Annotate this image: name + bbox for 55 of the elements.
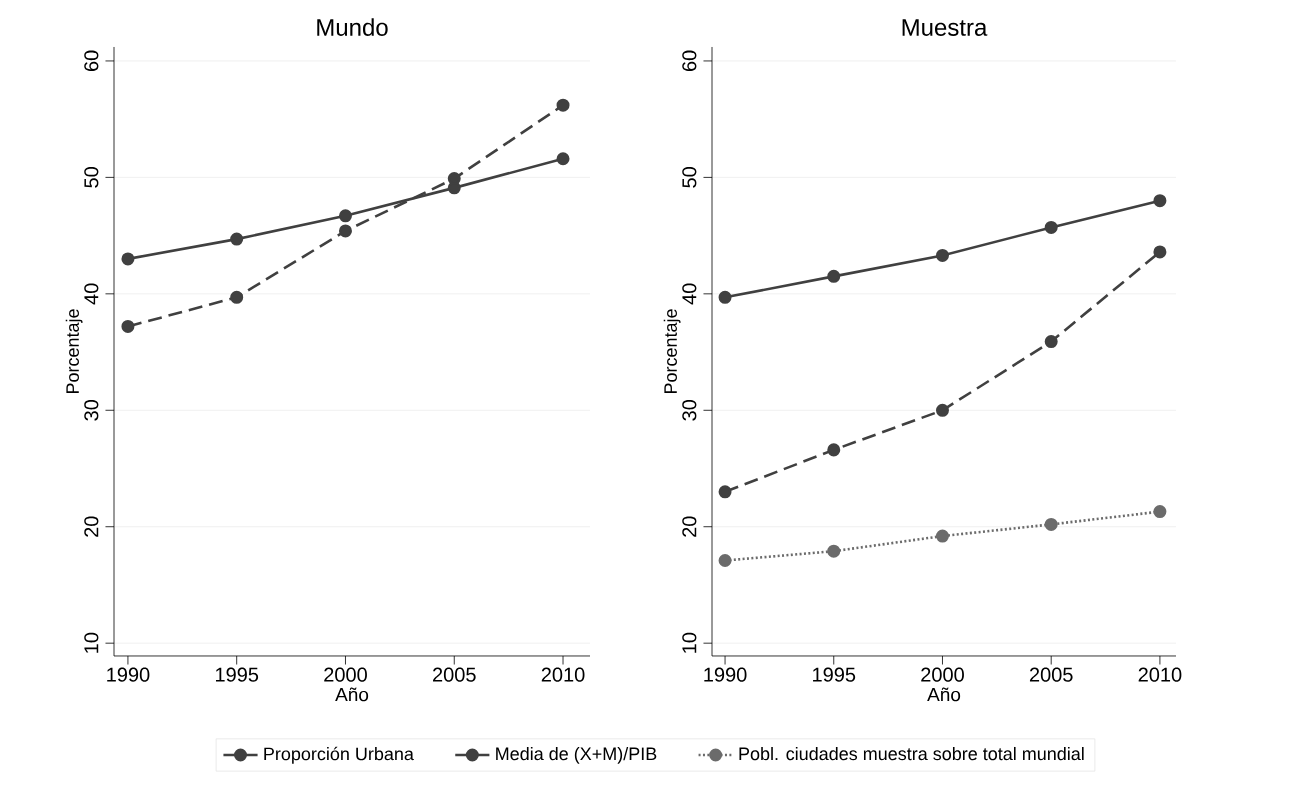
y-tick-label: 60 [682, 50, 697, 72]
y-tick-label: 60 [84, 50, 99, 72]
point [230, 290, 244, 304]
chart-title: Mundo [317, 18, 388, 36]
x-axis-title: Año [335, 687, 369, 702]
y-tick-label: 50 [84, 167, 99, 188]
y-tick-label: 30 [682, 399, 697, 421]
x-axis-title: Año [927, 687, 961, 702]
y-tick-label: 30 [84, 399, 99, 421]
point [121, 252, 135, 266]
x-tick-label: 1990 [704, 667, 747, 682]
x-tick-label: 2000 [921, 667, 964, 682]
chart-title: Muestra [902, 19, 988, 36]
point [935, 403, 949, 417]
point [1153, 245, 1167, 259]
x-tick-label: 2000 [324, 667, 367, 682]
point [827, 443, 841, 457]
point [1153, 194, 1167, 208]
x-tick-label: 1990 [107, 667, 150, 682]
x-tick-label: 2010 [1138, 667, 1182, 682]
point [935, 529, 949, 543]
y-axis-title: Porcentaje [663, 309, 681, 394]
y-tick-label: 40 [682, 283, 697, 305]
y-tick-label: 50 [682, 167, 697, 188]
x-tick-label: 2005 [1029, 667, 1073, 682]
point [447, 172, 461, 186]
point [827, 269, 841, 283]
point [230, 232, 244, 246]
point [718, 290, 732, 304]
y-tick-label: 40 [84, 283, 99, 305]
point [121, 319, 135, 333]
legend-label: Pobl. ciudades muestra sobre total mundial [739, 746, 1084, 761]
point [1044, 335, 1058, 349]
point [718, 554, 732, 567]
x-tick-label: 2010 [541, 667, 585, 682]
point [556, 98, 570, 112]
point [338, 209, 352, 223]
point [827, 544, 841, 558]
x-tick-label: 1995 [813, 667, 856, 682]
point [556, 152, 570, 166]
point [935, 248, 949, 262]
y-tick-label: 10 [682, 632, 697, 653]
legend-label: Proporción Urbana [264, 746, 414, 764]
y-axis-title: Porcentaje [65, 309, 83, 394]
x-tick-label: 1995 [216, 667, 259, 682]
point [1044, 517, 1058, 531]
point [718, 485, 732, 499]
point [1153, 505, 1167, 519]
y-tick-label: 20 [84, 516, 99, 537]
point [1044, 220, 1058, 234]
x-tick-label: 2005 [433, 667, 476, 682]
legend-label: Media de (X+M)/PIB [496, 746, 657, 764]
point [338, 224, 352, 238]
y-tick-label: 20 [682, 516, 697, 537]
y-tick-label: 10 [84, 632, 99, 653]
